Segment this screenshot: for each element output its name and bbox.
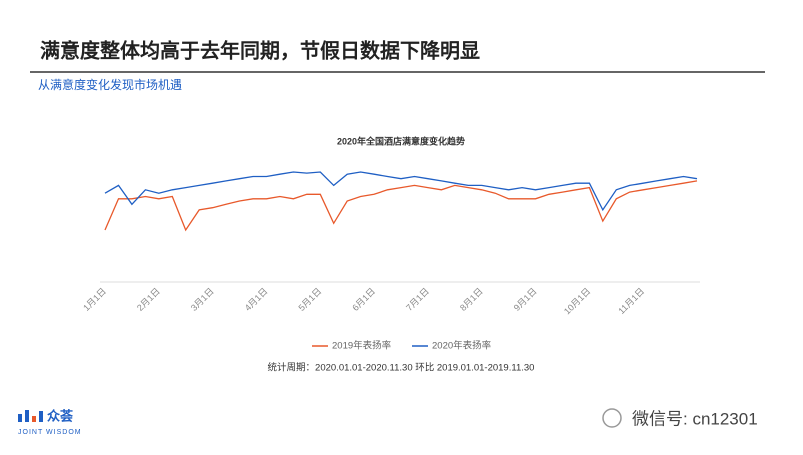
chart-title: 2020年全国酒店满意度变化趋势 [337,135,465,146]
slide-title: 满意度整体均高于去年同期，节假日数据下降明显 [40,38,480,62]
series-line [104,171,698,212]
logo-subtext: JOINT WISDOM [18,429,82,436]
logo-bar [32,416,36,422]
footnote: 统计周期：2020.01.01-2020.11.30 环比 2019.01.01… [268,362,535,374]
logo: 众荟 JOINT WISDOM [18,408,82,436]
series-line [104,180,698,232]
logo-bar [18,414,22,422]
legend-label: 2019年表扬率 [332,340,392,352]
logo-bar [39,411,43,422]
logo-bar [25,410,29,422]
logo-text: 众荟 [47,408,74,423]
subtitle: 从满意度变化发现市场机遇 [38,77,182,92]
wechat-icon [602,408,622,428]
legend-label: 2020年表扬率 [432,340,492,352]
watermark: 微信号: cn12301 [632,409,758,428]
